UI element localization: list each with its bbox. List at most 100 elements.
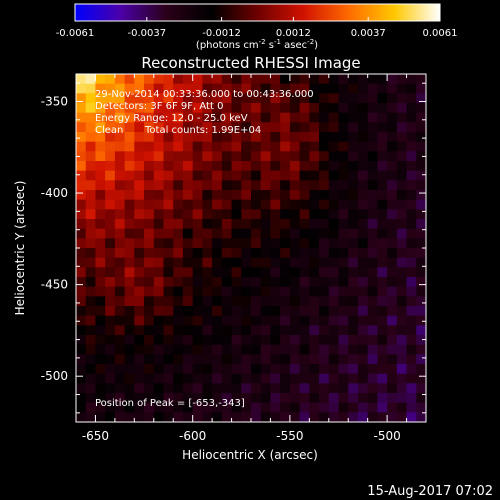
heatmap-cell: [134, 402, 145, 413]
heatmap-cell: [114, 141, 126, 152]
heatmap-cell: [270, 383, 281, 394]
heatmap-cell: [105, 267, 116, 278]
heatmap-cell: [280, 335, 291, 346]
heatmap-cell: [367, 325, 378, 336]
heatmap-cell: [231, 373, 242, 384]
heatmap-cell: [212, 170, 223, 181]
heatmap-cell: [289, 364, 301, 375]
heatmap-cell: [134, 103, 145, 114]
heatmap-cell: [124, 344, 135, 355]
heatmap-cell: [76, 354, 87, 365]
heatmap-cell: [299, 277, 310, 288]
heatmap-cell: [231, 141, 242, 152]
heatmap-cell: [124, 238, 135, 249]
heatmap-cell: [76, 219, 87, 230]
heatmap-cell: [319, 306, 330, 317]
heatmap-cell: [76, 83, 87, 94]
heatmap-cell: [163, 170, 174, 181]
heatmap-cell: [416, 170, 426, 181]
heatmap-cell: [328, 286, 339, 297]
heatmap-cell: [309, 103, 320, 114]
heatmap-cell: [221, 383, 232, 394]
heatmap-cell: [105, 74, 116, 85]
heatmap-cell: [387, 267, 398, 278]
heatmap-cell: [212, 354, 223, 365]
heatmap-cell: [367, 383, 378, 394]
heatmap-cell: [387, 286, 398, 297]
heatmap-cell: [163, 122, 174, 133]
heatmap-cell: [95, 393, 106, 404]
heatmap-cell: [173, 141, 184, 152]
heatmap-cell: [95, 83, 106, 94]
colorbar-unit-label: (photons cm-2 s-1 asec-2): [196, 38, 318, 51]
heatmap-cell: [212, 325, 223, 336]
heatmap-cell: [95, 180, 106, 191]
heatmap-cell: [377, 412, 388, 422]
heatmap-cell: [416, 103, 426, 114]
heatmap-cell: [231, 335, 242, 346]
heatmap-cell: [348, 344, 359, 355]
heatmap-cell: [416, 315, 426, 326]
heatmap-cell: [192, 161, 203, 172]
heatmap-cell: [387, 238, 398, 249]
heatmap-cell: [221, 132, 232, 143]
heatmap-cell: [95, 151, 106, 162]
heatmap-cell: [163, 402, 174, 413]
heatmap-cell: [114, 209, 126, 220]
heatmap-cell: [163, 151, 174, 162]
heatmap-cell: [85, 199, 96, 210]
heatmap-cell: [416, 238, 426, 249]
heatmap-cell: [192, 267, 203, 278]
heatmap-cell: [309, 199, 320, 210]
heatmap-cell: [114, 373, 126, 384]
heatmap-cell: [387, 344, 398, 355]
heatmap-cell: [270, 93, 281, 104]
heatmap-cell: [270, 306, 281, 317]
heatmap-cell: [348, 209, 359, 220]
heatmap-cell: [348, 74, 359, 85]
heatmap-cell: [231, 257, 242, 268]
heatmap-cell: [289, 267, 301, 278]
heatmap-cell: [221, 170, 232, 181]
heatmap-cell: [182, 383, 194, 394]
heatmap-cell: [173, 180, 184, 191]
heatmap-cell: [416, 286, 426, 297]
heatmap-cell: [76, 190, 87, 201]
heatmap-cell: [367, 132, 378, 143]
heatmap-cell: [212, 112, 223, 123]
heatmap-cell: [387, 325, 398, 336]
heatmap-cell: [221, 228, 232, 239]
heatmap-cell: [182, 170, 194, 181]
heatmap-cell: [95, 74, 106, 85]
heatmap-cell: [319, 277, 330, 288]
heatmap-cell: [134, 170, 145, 181]
heatmap-cell: [299, 151, 310, 162]
heatmap-cell: [134, 315, 145, 326]
heatmap-cell: [202, 286, 213, 297]
heatmap-cell: [260, 344, 271, 355]
heatmap-cell: [124, 161, 135, 172]
heatmap-cell: [192, 402, 203, 413]
heatmap-cell: [270, 267, 281, 278]
heatmap-cell: [367, 257, 378, 268]
colorbar-ticks: -0.0061 -0.0037 -0.0012 0.0012 0.0037 0.0061: [56, 17, 458, 39]
heatmap-cell: [280, 180, 291, 191]
heatmap-cell: [182, 93, 194, 104]
heatmap-cell: [406, 315, 417, 326]
heatmap-cell: [251, 122, 262, 133]
heatmap-cell: [202, 83, 213, 94]
heatmap-cell: [173, 315, 184, 326]
heatmap-cell: [348, 93, 359, 104]
heatmap-cell: [319, 228, 330, 239]
heatmap-cell: [114, 122, 126, 133]
heatmap-cell: [319, 219, 330, 230]
heatmap-cell: [260, 93, 271, 104]
heatmap-cell: [163, 267, 174, 278]
heatmap-cell: [163, 286, 174, 297]
heatmap-cell: [299, 344, 310, 355]
heatmap-cell: [76, 257, 87, 268]
heatmap-cell: [357, 199, 369, 210]
heatmap-cell: [357, 277, 369, 288]
heatmap-cell: [192, 170, 203, 181]
heatmap-cell: [231, 364, 242, 375]
